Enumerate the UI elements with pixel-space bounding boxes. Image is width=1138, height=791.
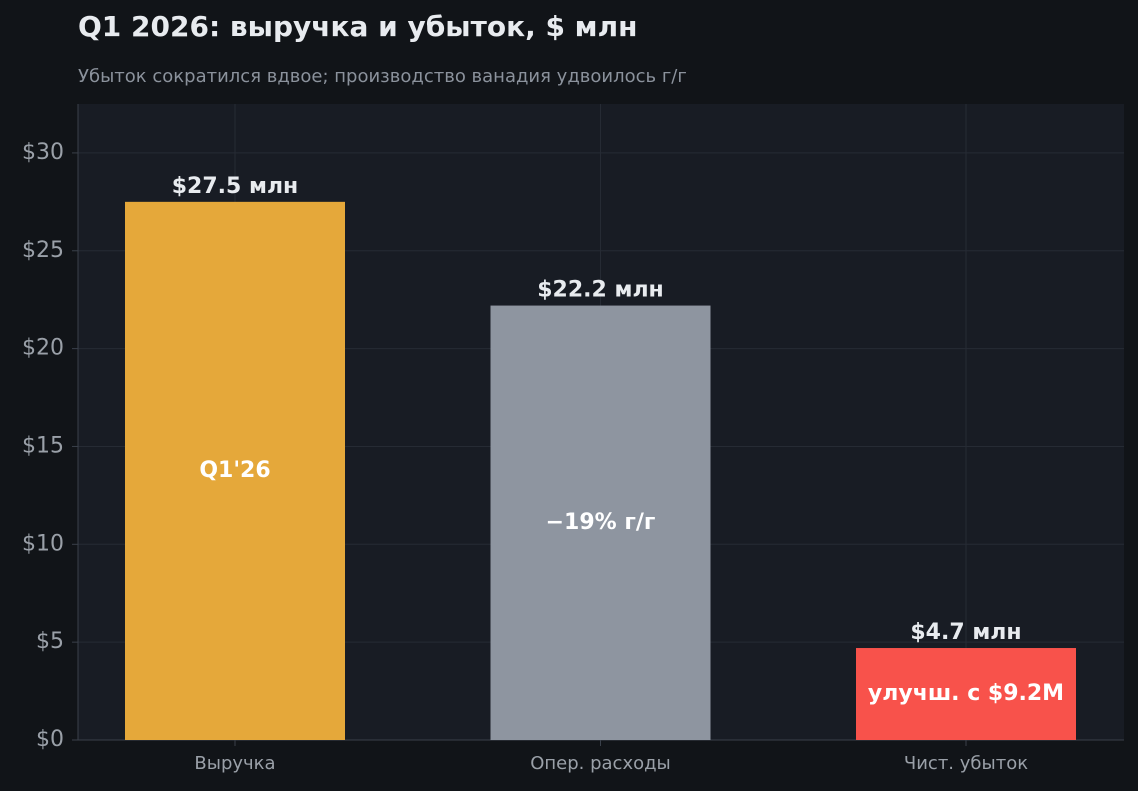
bar xyxy=(490,305,711,740)
value-label: $4.7 млн xyxy=(910,620,1021,645)
y-tick-label: $25 xyxy=(22,238,64,263)
x-tick-label: Чист. убыток xyxy=(904,753,1028,774)
y-tick-label: $20 xyxy=(22,336,64,361)
value-label: $27.5 млн xyxy=(172,174,299,199)
value-label: $22.2 млн xyxy=(537,278,664,303)
y-tick-label: $15 xyxy=(22,433,64,458)
bar-annotation: −19% г/г xyxy=(546,510,656,535)
bar-annotation: улучш. с $9.2M xyxy=(868,681,1064,706)
bar-annotation: Q1'26 xyxy=(199,458,270,483)
chart-title: Q1 2026: выручка и убыток, $ млн xyxy=(78,10,637,43)
chart-subtitle: Убыток сократился вдвое; производство ва… xyxy=(78,66,687,87)
y-tick-label: $0 xyxy=(36,727,64,752)
y-tick-label: $30 xyxy=(22,140,64,165)
bar xyxy=(856,648,1076,740)
bar xyxy=(125,201,345,740)
y-tick-label: $10 xyxy=(22,531,64,556)
y-tick-label: $5 xyxy=(36,629,64,654)
x-tick-label: Опер. расходы xyxy=(530,753,671,774)
x-tick-label: Выручка xyxy=(194,753,275,774)
